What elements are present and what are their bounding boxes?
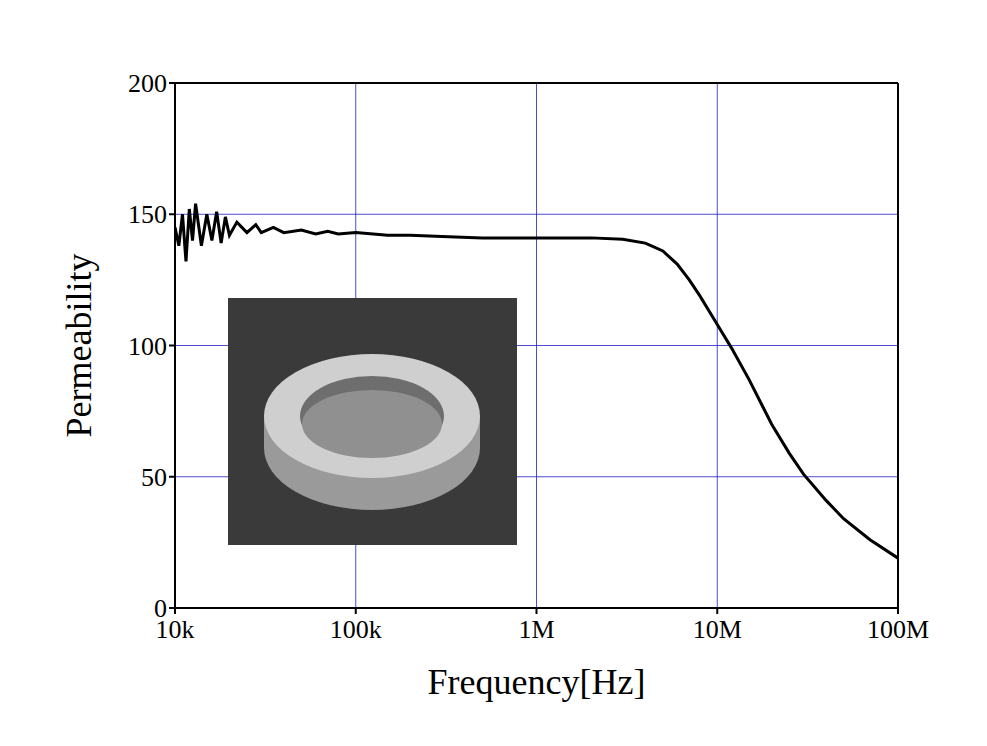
svg-text:0: 0 [154, 594, 167, 623]
svg-text:10M: 10M [693, 615, 742, 644]
svg-text:Frequency[Hz]: Frequency[Hz] [428, 662, 646, 702]
svg-text:100: 100 [128, 332, 167, 361]
svg-text:1M: 1M [518, 615, 554, 644]
svg-text:200: 200 [128, 69, 167, 98]
svg-text:150: 150 [128, 200, 167, 229]
svg-text:Permeability: Permeability [59, 254, 99, 438]
svg-text:50: 50 [141, 463, 167, 492]
svg-text:100M: 100M [867, 615, 929, 644]
svg-text:10k: 10k [155, 615, 195, 645]
svg-text:100k: 100k [330, 615, 382, 644]
